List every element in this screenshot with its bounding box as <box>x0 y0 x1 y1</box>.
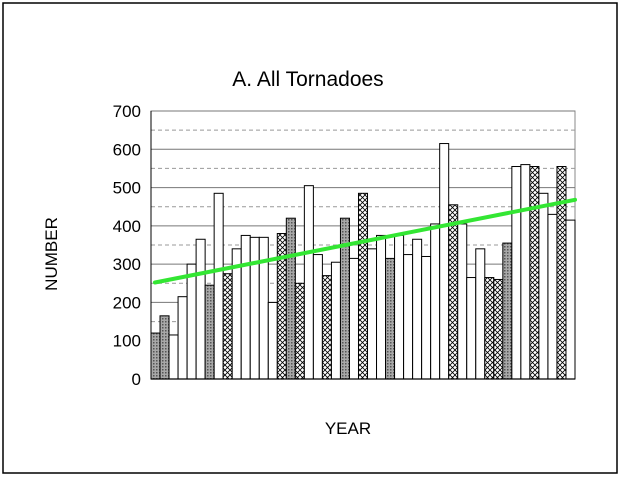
y-tick-label: 0 <box>132 370 141 389</box>
bar-gray <box>285 217 296 380</box>
bar-hatched <box>448 204 459 380</box>
bar-gray <box>150 332 161 380</box>
bar-plain <box>267 301 278 380</box>
bar-hatched <box>294 282 305 380</box>
x-axis-label: YEAR <box>325 419 371 438</box>
bar-plain <box>330 261 341 380</box>
bar-plain <box>376 234 387 380</box>
bar-gray <box>204 284 215 380</box>
bar-plain <box>520 164 531 380</box>
bar-plain <box>511 166 522 380</box>
bar-hatched <box>484 277 495 380</box>
bar-plain <box>394 234 405 380</box>
bars <box>150 143 576 380</box>
bar-plain <box>186 263 197 380</box>
bar-plain <box>547 213 558 380</box>
y-tick-label: 400 <box>113 217 141 236</box>
bar-plain <box>367 248 378 380</box>
bar-plain <box>439 143 450 380</box>
y-tick-label: 100 <box>113 332 141 351</box>
bar-plain <box>403 254 414 380</box>
y-tick-label: 600 <box>113 140 141 159</box>
bar-plain <box>240 234 251 380</box>
bar-hatched <box>493 278 504 380</box>
bar-plain <box>348 257 359 380</box>
bar-plain <box>457 223 468 380</box>
chart-title: A. All Tornadoes <box>232 68 383 91</box>
bar-plain <box>565 219 576 380</box>
trend-line <box>153 197 577 285</box>
bar-plain <box>177 296 188 380</box>
bar-plain <box>538 192 549 380</box>
y-tick-label: 700 <box>113 102 141 121</box>
bar-plain <box>430 223 441 380</box>
bar-plain <box>475 248 486 380</box>
y-tick-label: 300 <box>113 255 141 274</box>
bar-gray <box>385 257 396 380</box>
y-tick-labels: 0 100 200 300 400 500 600 700 <box>113 102 141 389</box>
bar-hatched <box>556 166 567 380</box>
y-tick-label: 500 <box>113 179 141 198</box>
bar-plain <box>312 254 323 380</box>
bar-hatched <box>222 273 233 380</box>
bar-plain <box>168 334 179 380</box>
bar-plain <box>303 185 314 380</box>
bar-plain <box>195 238 206 380</box>
bar-hatched <box>321 275 332 380</box>
bar-plain <box>412 238 423 380</box>
bar-plain <box>213 192 224 380</box>
bar-plain <box>249 236 260 380</box>
y-tick-label: 200 <box>113 293 141 312</box>
bar-plain <box>421 255 432 380</box>
bar-gray <box>159 315 170 380</box>
bar-hatched <box>357 192 369 380</box>
bar-plain <box>466 277 477 380</box>
bar-gray <box>502 242 513 380</box>
bar-hatched <box>529 166 540 380</box>
bar-gray <box>339 217 350 380</box>
y-axis-label: NUMBER <box>42 217 61 291</box>
